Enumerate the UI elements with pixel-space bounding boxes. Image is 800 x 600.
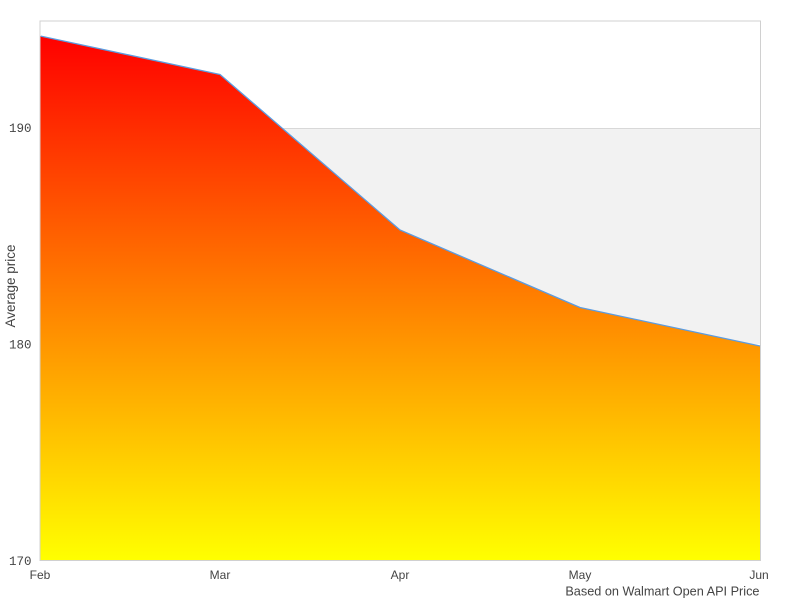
svg-text:170: 170 [9, 555, 32, 569]
svg-text:Mar: Mar [210, 568, 231, 582]
svg-text:Apr: Apr [391, 568, 410, 582]
svg-text:190: 190 [9, 122, 32, 136]
svg-text:Jun: Jun [749, 568, 768, 582]
svg-text:Feb: Feb [30, 568, 51, 582]
svg-text:180: 180 [9, 339, 32, 353]
svg-text:May: May [569, 568, 592, 582]
svg-text:Average price: Average price [3, 244, 18, 327]
svg-text:Based on Walmart Open API Pric: Based on Walmart Open API Price [565, 585, 759, 599]
